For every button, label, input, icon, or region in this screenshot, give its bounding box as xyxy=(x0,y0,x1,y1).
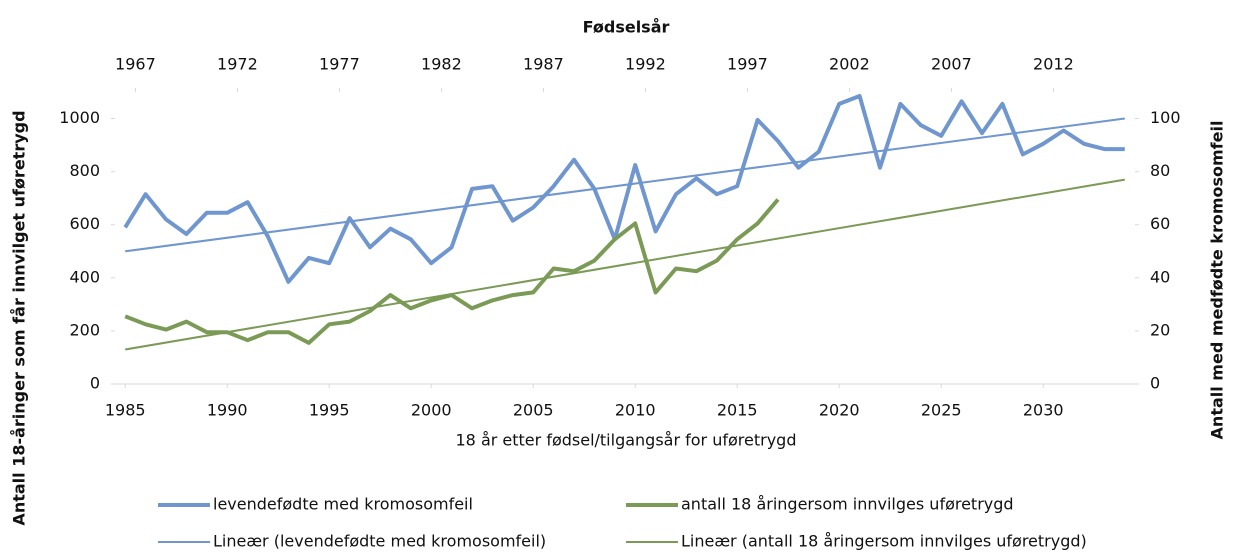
series-line xyxy=(125,178,1125,351)
x2-tick-label: 1972 xyxy=(217,55,258,74)
legend-label: Lineær (levendefødte med kromosomfeil) xyxy=(213,532,546,551)
x2-tick-label: 1987 xyxy=(523,55,564,74)
x2-axis-title: Fødselsår xyxy=(583,18,670,37)
y2-tick-label: 80 xyxy=(1150,161,1170,180)
y2-tick-label: 20 xyxy=(1150,320,1170,339)
x-tick-label: 1990 xyxy=(207,401,248,420)
y-axis-title: Antall 18-åringer som får innvilget ufør… xyxy=(10,110,29,525)
y-tick-label: 1000 xyxy=(59,108,100,127)
series-line xyxy=(123,94,1125,284)
x-tick-label: 2010 xyxy=(615,401,656,420)
x-tick-label: 2025 xyxy=(921,401,962,420)
legend-label: levendefødte med kromosomfeil xyxy=(213,495,473,514)
x-tick-label: 1985 xyxy=(105,401,146,420)
series-line xyxy=(124,198,780,345)
y-tick-label: 200 xyxy=(69,320,100,339)
y-tick-label: 0 xyxy=(90,374,100,393)
y-tick-label: 600 xyxy=(69,214,100,233)
x2-tick-label: 2012 xyxy=(1033,55,1074,74)
legend-label: Lineær (antall 18 åringersom innvilges u… xyxy=(681,532,1087,551)
y2-tick-label: 40 xyxy=(1150,267,1170,286)
y2-axis-title: Antall med medfødte kromosomfeil xyxy=(1208,121,1227,440)
x2-tick-label: 2002 xyxy=(829,55,870,74)
y2-tick-label: 0 xyxy=(1150,374,1160,393)
x-tick-label: 2000 xyxy=(411,401,452,420)
x2-tick-label: 1992 xyxy=(625,55,666,74)
x-tick-label: 2005 xyxy=(513,401,554,420)
y2-tick-label: 60 xyxy=(1150,214,1170,233)
x2-tick-label: 1977 xyxy=(319,55,360,74)
x-tick-label: 2015 xyxy=(717,401,758,420)
x2-tick-label: 1982 xyxy=(421,55,462,74)
y-tick-label: 800 xyxy=(69,161,100,180)
x-tick-label: 2030 xyxy=(1023,401,1064,420)
x-tick-label: 2020 xyxy=(819,401,860,420)
x2-tick-label: 1967 xyxy=(115,55,156,74)
series-line xyxy=(125,117,1125,253)
legend-label: antall 18 åringersom innvilges uføretryg… xyxy=(681,495,1014,514)
x-tick-label: 1995 xyxy=(309,401,350,420)
x-axis-title: 18 år etter fødsel/tilgangsår for uføret… xyxy=(456,431,797,450)
x2-tick-label: 2007 xyxy=(931,55,972,74)
y-tick-label: 400 xyxy=(69,267,100,286)
y2-tick-label: 100 xyxy=(1150,108,1181,127)
x2-tick-label: 1997 xyxy=(727,55,768,74)
